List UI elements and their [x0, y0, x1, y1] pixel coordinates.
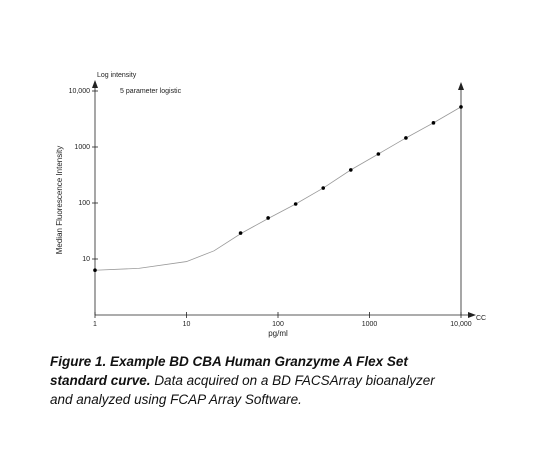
x-tick-label: 10	[183, 321, 191, 328]
data-point	[93, 268, 97, 273]
x-axis-unit: CC	[476, 315, 486, 322]
x-tick-label: 1000	[362, 321, 378, 328]
data-point	[293, 202, 298, 206]
fit-curve	[94, 106, 462, 271]
y-tick-label: 10,000	[69, 88, 91, 95]
y-tick-label: 1000	[74, 144, 90, 151]
data-point	[321, 186, 326, 190]
y-arrow	[92, 80, 98, 88]
x-tick-label: 100	[272, 321, 284, 328]
data-point	[459, 105, 463, 109]
right-arrow	[458, 82, 464, 90]
annotation: 5 parameter logistic	[120, 88, 182, 95]
y-axis-title: Log intensity	[97, 72, 137, 79]
data-point	[431, 121, 436, 125]
data-point	[404, 136, 408, 140]
y-tick-label: 10	[82, 256, 90, 263]
caption-title: Figure 1. Example BD CBA Human Granzyme …	[50, 354, 408, 388]
x-tick-label: 10,000	[450, 321, 472, 328]
x-arrow	[468, 312, 476, 318]
y-axis-label: Median Fluorescence Intensity	[55, 146, 64, 255]
y-tick-label: 100	[78, 200, 90, 207]
data-point	[238, 231, 243, 235]
chart: Log intensity 5 parameter logistic Media…	[55, 72, 486, 338]
data-point	[376, 152, 381, 156]
x-axis-label: pg/ml	[268, 329, 288, 338]
data-point	[266, 216, 270, 220]
caption-text: Data acquired on a BD FACSArray bioanaly…	[50, 373, 435, 407]
data-point	[349, 168, 353, 172]
x-tick-label: 1	[93, 321, 97, 328]
caption: Figure 1. Example BD CBA Human Granzyme …	[50, 352, 440, 409]
